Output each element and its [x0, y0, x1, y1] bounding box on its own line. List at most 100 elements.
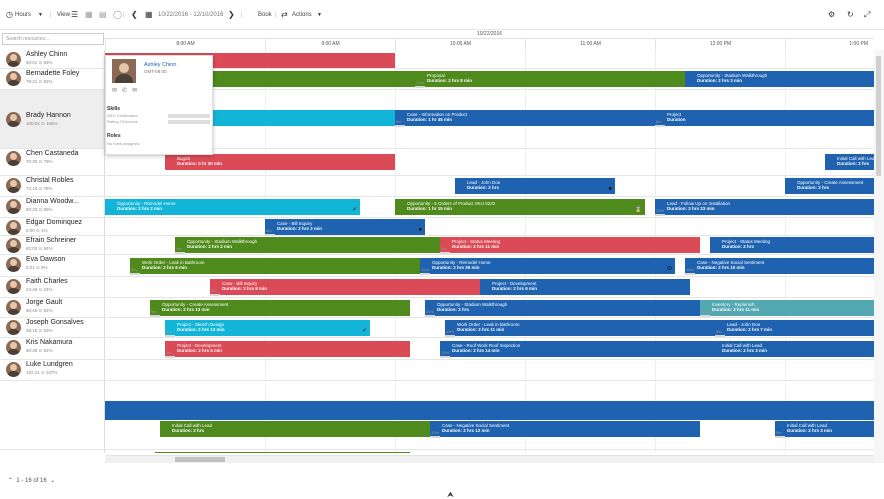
- resource-cell[interactable]: Eva Dawson 0:21 ⊙ 9%: [0, 255, 105, 276]
- booking-block[interactable]: Project Duration: [655, 110, 874, 126]
- prev-date-icon[interactable]: ❮: [131, 10, 138, 19]
- list-view-icon[interactable]: ☰: [71, 10, 79, 19]
- booking-block[interactable]: Initial Call with Lead Duration: 2 hrs: [160, 421, 430, 437]
- chevron-up-icon[interactable]: ⌃: [8, 478, 14, 484]
- next-date-icon[interactable]: ❯: [228, 10, 235, 19]
- booking-title: Project - Sketch Design: [177, 322, 225, 327]
- resource-name: Brady Hannon: [26, 112, 71, 119]
- resource-cell[interactable]: Joseph Gonsalves 48:18 ⊙ 53%: [0, 318, 105, 337]
- calendar-icon[interactable]: ▦: [145, 10, 153, 19]
- booking-block[interactable]: Lead - Follow Up on Installation Duration…: [655, 199, 874, 215]
- resource-cell[interactable]: Jorge Gault 80:46 ⊙ 84%: [0, 298, 105, 317]
- booking-block[interactable]: Case - Roof Work Roof InspectionDuration…: [155, 452, 410, 453]
- settings-icon[interactable]: ⚙: [828, 10, 836, 19]
- booking-block[interactable]: Work Order - Leak in Bathroom Duration: 2…: [445, 320, 715, 336]
- card-name[interactable]: Ashley Chinn: [144, 62, 177, 68]
- horizontal-scrollbar[interactable]: [105, 455, 874, 463]
- resource-cell[interactable]: Edgar Dominquez 0:00 ⊙ 1%: [0, 218, 105, 235]
- booking-block[interactable]: Inventory - Replenish Duration: 2 hrs 11 …: [700, 300, 874, 316]
- chevron-down-icon[interactable]: ▼: [38, 12, 43, 18]
- booking-block[interactable]: Initial Call with Lead Duration: 2 hrs 3 …: [775, 421, 874, 437]
- resource-stats: 102:21 ⊙ 107%: [26, 370, 58, 375]
- booking-title: Opportunity - Stadium Walkthrough: [437, 302, 508, 307]
- resource-cell[interactable]: Dianna Woodw... 80:33 ⊙ 85%: [0, 197, 105, 217]
- booking-block[interactable]: Case - Negative Social Sentiment Duration…: [685, 258, 874, 274]
- booking-title: Case - Negative Social Sentiment: [697, 260, 765, 265]
- booking-block[interactable]: Project - Development Duration: 2 hrs 6 m…: [480, 279, 690, 295]
- booking-block[interactable]: Case - Bill Inquiry Duration: 2 hrs 8 min: [210, 279, 480, 295]
- hour-header: 9:00 AM: [265, 39, 395, 50]
- actions-icon[interactable]: ⇄: [281, 10, 288, 19]
- booking-block[interactable]: Project - Development Duration: 2 hrs 5 m…: [165, 341, 410, 357]
- booking-title: Proposal: [427, 73, 445, 78]
- booking-block[interactable]: Opportunity - Create Assessment Duration:…: [785, 178, 874, 194]
- booking-block[interactable]: Opportunity - Stadium Walkthrough Duratio…: [425, 300, 700, 316]
- travel-line: [150, 315, 160, 317]
- booking-block[interactable]: Project - Sketch Design Duration: 2 hrs 1…: [165, 320, 370, 336]
- map-view-icon[interactable]: ▤: [99, 10, 107, 19]
- booking-block[interactable]: Opportunity - Create Assessment Duration:…: [150, 300, 410, 316]
- resource-cell[interactable]: Matthew Everson85:38 ⊙ 84%: [0, 450, 105, 453]
- booking-block[interactable]: Opportunity - Remodel Home Duration: 2 hr…: [420, 258, 675, 274]
- travel-time: 4m: [176, 246, 182, 251]
- booking-duration: Duration: 2 hrs 13 min: [177, 327, 225, 332]
- booking-title: Project: [667, 112, 682, 117]
- resource-cell[interactable]: Kris Nakamura 80:39 ⊙ 84%: [0, 338, 105, 359]
- resource-cell[interactable]: [0, 381, 105, 449]
- booking-fullday[interactable]: [105, 401, 874, 420]
- view-mode-label[interactable]: Hours: [15, 12, 32, 18]
- phone-icon[interactable]: ✆: [122, 88, 128, 94]
- book-button[interactable]: Book: [258, 12, 272, 18]
- booking-block[interactable]: Case - Bill Inquiry Duration: 2 hrs 2 min…: [265, 219, 425, 235]
- actions-button[interactable]: Actions: [292, 12, 312, 18]
- email-icon[interactable]: ✉: [132, 88, 138, 94]
- chevron-down-icon[interactable]: ⌄: [50, 478, 56, 484]
- booking-block[interactable]: Work Order - Leak in Bathroom Duration: 2…: [130, 258, 420, 274]
- travel-line: [265, 234, 275, 236]
- scroll-thumb[interactable]: [876, 56, 881, 176]
- travel-line: [775, 436, 785, 438]
- resource-cell[interactable]: Efrain Schreiner 82:03 ⊙ 84%: [0, 236, 105, 254]
- scroll-thumb[interactable]: [175, 457, 225, 462]
- view-label: View: [57, 12, 70, 18]
- resource-cell[interactable]: Chen Castaneda 70:30 ⊙ 79%: [0, 149, 105, 175]
- resource-name: Jorge Gault: [26, 299, 63, 306]
- travel-line: [655, 125, 665, 127]
- refresh-icon[interactable]: ↻: [847, 10, 854, 19]
- booking-block[interactable]: Proposal Duration: 2 hrs 8 min: [415, 71, 685, 87]
- booking-block[interactable]: Lead - John Doe Duration: 2 hrs ●: [455, 178, 615, 194]
- booking-block[interactable]: Opportunity - 6 Orders of Product SKU 82…: [395, 199, 645, 215]
- globe-icon[interactable]: ◯: [113, 10, 122, 19]
- clock-icon[interactable]: ◷: [6, 10, 13, 19]
- booking-block[interactable]: Opportunity - Stadium Walkthrough Duratio…: [685, 71, 874, 87]
- resource-cell[interactable]: Luke Lundgren 102:21 ⊙ 107%: [0, 360, 105, 380]
- resource-cell[interactable]: Christal Robles 74:10 ⊙ 78%: [0, 176, 105, 196]
- grid-view-icon[interactable]: ▦: [85, 10, 93, 19]
- resource-cell[interactable]: Faith Charles 24:46 ⊙ 24%: [0, 277, 105, 297]
- chevron-down-icon[interactable]: ▼: [317, 12, 322, 18]
- vertical-scrollbar[interactable]: [874, 50, 884, 463]
- resource-cell[interactable]: Brady Hannon 100:04 ⊙ 106%: [0, 90, 105, 148]
- date-range[interactable]: 10/22/2016 - 12/10/2016: [158, 12, 224, 18]
- booking-duration: Duration: 2 hrs 3 min: [697, 78, 743, 83]
- booking-title: Opportunity - Create Assessment: [797, 180, 864, 185]
- booking-block[interactable]: Bug25 Duration: 0 hr 30 min: [165, 154, 395, 170]
- booking-block[interactable]: Initial Call with Lead Duration: 2 hrs 3 …: [710, 341, 874, 357]
- resource-cell[interactable]: Bernadette Foley 78:21 ⊙ 82%: [0, 69, 105, 89]
- booking-block[interactable]: Lead - John Doe Duration: 2 hrs 7 min: [715, 320, 874, 336]
- resource-cell[interactable]: Ashley Chinn 50:01 ⊙ 83%: [0, 50, 105, 68]
- chat-icon[interactable]: ✉: [112, 88, 118, 94]
- booking-block[interactable]: Case - Information on Product Duration: 1…: [395, 110, 655, 126]
- booking-block[interactable]: Project - Status Meeting Duration: 2 hrs: [710, 237, 874, 253]
- booking-block[interactable]: Initial Call with Lead Duration: 2 hrs: [825, 154, 874, 170]
- hour-header: 10:00 AM: [395, 39, 525, 50]
- travel-line: [420, 273, 430, 275]
- travel-line: [210, 294, 220, 296]
- expand-icon[interactable]: ⤢: [864, 10, 871, 19]
- booking-block[interactable]: Project - Status Meeting Duration: 2 hrs …: [440, 237, 700, 253]
- resource-search-input[interactable]: Search resources...: [2, 33, 104, 45]
- booking-block[interactable]: Opportunity - Remodel Home Duration: 2 hr…: [105, 199, 360, 215]
- booking-block[interactable]: Case - Negative Social Sentiment Duration…: [430, 421, 700, 437]
- booking-block[interactable]: Opportunity - Stadium Walkthrough Duratio…: [175, 237, 440, 253]
